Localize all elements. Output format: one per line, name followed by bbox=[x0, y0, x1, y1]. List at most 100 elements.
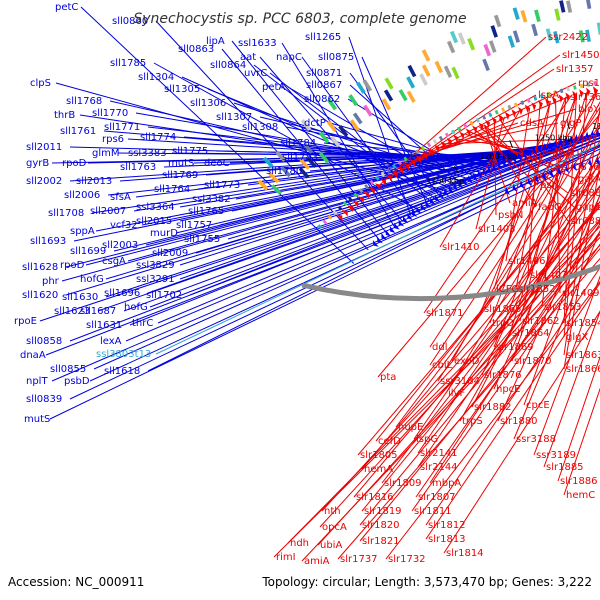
feature-block bbox=[306, 156, 317, 169]
leader-line bbox=[361, 184, 600, 470]
gene-label: trpD bbox=[492, 318, 514, 329]
forward-gene-arrow bbox=[580, 160, 585, 170]
gene-label: lspG bbox=[416, 434, 438, 445]
feature-block bbox=[362, 79, 373, 92]
leader-line bbox=[415, 230, 600, 498]
gene-label: slr1357 bbox=[556, 64, 594, 75]
gene-label: sll2006 bbox=[64, 190, 100, 201]
gene-label: ssl3364 bbox=[136, 202, 175, 213]
gene-label: rpoD bbox=[62, 158, 87, 169]
forward-gene-arrow bbox=[557, 166, 562, 176]
reverse-gene-arrow bbox=[380, 179, 387, 187]
forward-gene-arrow bbox=[448, 185, 454, 194]
outer-segment bbox=[533, 96, 538, 101]
gene-label: slr1869 bbox=[496, 342, 534, 353]
gene-label: csgA bbox=[102, 256, 126, 267]
gene-label: glgX bbox=[566, 332, 588, 343]
outer-segment bbox=[457, 126, 462, 132]
gene-label: sll1307 bbox=[216, 112, 252, 123]
gene-label: dnaA bbox=[20, 350, 46, 361]
forward-gene-arrow bbox=[398, 219, 404, 227]
outer-segment bbox=[573, 85, 577, 90]
gene-label: slr1876 bbox=[484, 370, 522, 381]
feature-block bbox=[384, 77, 394, 90]
feature-block bbox=[406, 90, 416, 103]
outer-segment bbox=[358, 188, 364, 194]
forward-gene-arrow bbox=[512, 183, 518, 192]
reverse-gene-arrow bbox=[586, 87, 591, 97]
gene-label: trpS bbox=[462, 416, 483, 427]
outer-segment bbox=[501, 107, 506, 113]
gene-label: sll1265 bbox=[305, 32, 341, 43]
gene-label: hofG bbox=[80, 274, 104, 285]
gene-label: sll0864 bbox=[210, 60, 246, 71]
topology-summary: Topology: circular; Length: 3,573,470 bp… bbox=[261, 575, 592, 589]
reverse-gene-arrow bbox=[386, 174, 392, 183]
reverse-gene-arrow bbox=[459, 131, 465, 140]
gene-label: sll1631 bbox=[86, 320, 122, 331]
gene-label: slr1864 bbox=[512, 328, 550, 339]
gene-label: slr1406 bbox=[508, 256, 546, 267]
leader-line bbox=[127, 135, 587, 262]
outer-segment bbox=[482, 115, 487, 120]
forward-gene-arrow bbox=[467, 175, 473, 184]
gene-label: sll2011 bbox=[26, 142, 62, 153]
leader-line bbox=[425, 282, 600, 540]
feature-block bbox=[419, 73, 428, 86]
gene-label: sll0871 bbox=[306, 68, 342, 79]
feature-block bbox=[449, 30, 459, 44]
gene-label: slr1809 bbox=[384, 478, 422, 489]
gene-label: sll1783 bbox=[282, 152, 318, 163]
gene-label: slr1737 bbox=[340, 554, 378, 565]
feature-block bbox=[326, 120, 337, 133]
forward-gene-arrow bbox=[553, 139, 558, 149]
gene-label: hemC bbox=[566, 490, 595, 501]
gene-label: sll1308 bbox=[242, 122, 278, 133]
feature-block bbox=[451, 66, 460, 80]
gene-label: slr1886 bbox=[560, 476, 598, 487]
gene-label: slr1854 bbox=[566, 318, 600, 329]
leader-line bbox=[425, 266, 600, 526]
gene-label: rpoD bbox=[60, 260, 85, 271]
feature-block bbox=[421, 49, 431, 62]
gene-label: sll0862 bbox=[304, 94, 340, 105]
reverse-gene-arrow bbox=[428, 148, 434, 157]
leader-line bbox=[385, 280, 600, 560]
gene-label: sll1708 bbox=[48, 208, 84, 219]
forward-gene-arrow bbox=[430, 197, 436, 205]
leader-line bbox=[301, 244, 600, 562]
outer-segment bbox=[337, 205, 343, 211]
gene-label: ssl3829 bbox=[136, 260, 175, 271]
reverse-gene-arrow bbox=[363, 191, 370, 199]
forward-gene-arrow bbox=[574, 133, 579, 143]
gene-label: nplT bbox=[26, 376, 48, 387]
outer-segment bbox=[450, 129, 456, 135]
feature-block bbox=[490, 25, 498, 38]
reverse-gene-arrow bbox=[341, 209, 348, 217]
leader-line bbox=[376, 36, 547, 188]
leader-line bbox=[91, 141, 563, 214]
reverse-gene-arrow bbox=[472, 125, 478, 134]
feature-block bbox=[327, 98, 338, 111]
outer-segment bbox=[469, 120, 474, 126]
reverse-gene-arrow bbox=[347, 205, 354, 213]
reverse-gene-arrow bbox=[538, 100, 543, 109]
outer-segment bbox=[380, 171, 386, 177]
gene-label: slr1813 bbox=[428, 534, 466, 545]
leader-line bbox=[557, 355, 600, 482]
feature-block bbox=[300, 119, 312, 131]
gene-label: cefD bbox=[378, 436, 401, 447]
forward-gene-arrow bbox=[548, 141, 553, 151]
gene-label: sll2013 bbox=[76, 176, 112, 187]
forward-gene-arrow bbox=[519, 180, 525, 189]
leader-line bbox=[153, 62, 420, 211]
gene-label: sll1765 bbox=[188, 206, 224, 217]
feature-block bbox=[488, 40, 497, 53]
gene-label: slr1852 bbox=[518, 284, 556, 295]
reverse-gene-arrow bbox=[518, 106, 523, 116]
gene-label: glmM bbox=[92, 148, 120, 159]
gene-label: sll1696 bbox=[104, 288, 140, 299]
feature-block bbox=[534, 9, 541, 23]
reverse-gene-arrow bbox=[446, 137, 452, 146]
gene-label: ubiA bbox=[320, 540, 342, 551]
